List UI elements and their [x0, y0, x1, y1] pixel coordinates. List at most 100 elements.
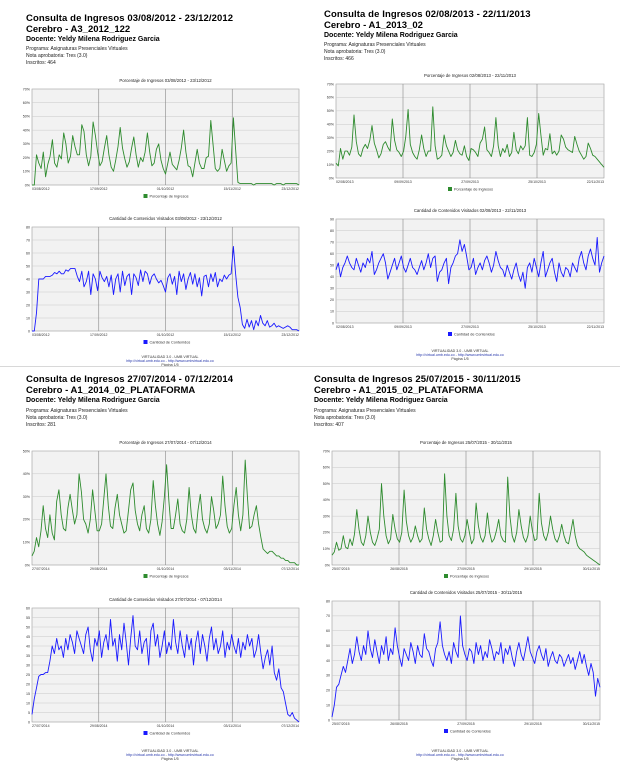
y-tick-label: 25 — [26, 673, 30, 677]
y-tick-label: 10 — [26, 316, 30, 320]
series-line — [32, 117, 300, 186]
y-tick-label: 30 — [26, 290, 30, 294]
x-tick-label: 23/12/2012 — [281, 187, 299, 191]
x-tick-label: 07/12/2014 — [281, 567, 299, 571]
chart-title: Porcentaje de Ingresos 27/07/2014 - 07/1… — [119, 440, 212, 445]
y-tick-label: 80 — [26, 225, 30, 229]
footer-org: VIRTUALIDAD 3.0 - UMB VIRTUAL — [141, 355, 199, 359]
y-tick-label: 70% — [23, 87, 31, 91]
y-tick-label: 45 — [26, 635, 30, 639]
course-name: Cerebro - A1_2015_02_PLATAFORMA — [314, 385, 484, 396]
x-tick-label: 02/08/2013 — [336, 180, 354, 184]
x-tick-label: 25/10/2013 — [528, 180, 546, 184]
y-tick-label: 50% — [23, 115, 31, 119]
teacher-name: Docente: Yeldy Milena Rodriguez Garcia — [26, 397, 160, 404]
percentage-chart-svg: Porcentaje de Ingresos 03/08/2012 - 23/1… — [23, 78, 300, 199]
y-tick-label: 60% — [327, 96, 335, 100]
x-tick-label: 27/09/2013 — [461, 325, 479, 329]
report-title: Consulta de Ingresos 25/07/2015 - 30/11/… — [314, 374, 521, 385]
legend-swatch — [143, 194, 148, 198]
chart-title: Cantidad de Contenidos Visitados 03/08/2… — [109, 216, 222, 221]
y-tick-label: 30% — [23, 142, 31, 146]
legend-label: Porcentaje de Ingresos — [150, 195, 189, 199]
series-line — [335, 237, 605, 289]
y-tick-label: 40% — [23, 472, 31, 476]
y-tick-label: 70 — [330, 240, 334, 244]
y-tick-label: 0% — [25, 563, 31, 567]
x-tick-label: 27/09/2015 — [457, 722, 475, 726]
y-tick-label: 0 — [332, 321, 334, 325]
legend-label: Porcentaje de Ingresos — [454, 188, 493, 192]
y-tick-label: 30% — [327, 136, 335, 140]
y-tick-label: 15 — [26, 692, 30, 696]
course-name: Cerebro - A1_2013_02 — [324, 20, 423, 31]
legend-label: Porcentaje de Ingresos — [450, 575, 489, 579]
y-tick-label: 20% — [23, 518, 31, 522]
footer-links[interactable]: http://virtual.umb.edu.co - http://www.u… — [416, 753, 504, 757]
x-tick-label: 27/07/2014 — [32, 724, 50, 728]
page-footer: VIRTUALIDAD 3.0 - UMB VIRTUAL http://vir… — [350, 749, 570, 761]
x-tick-label: 02/08/2013 — [336, 325, 354, 329]
report-title: Consulta de Ingresos 27/07/2014 - 07/12/… — [26, 374, 234, 385]
y-tick-label: 50 — [26, 625, 30, 629]
footer-page: Página 1/5 — [451, 757, 469, 761]
x-tick-label: 22/11/2013 — [587, 180, 604, 184]
x-tick-label: 17/09/2012 — [90, 333, 108, 337]
y-tick-label: 50 — [326, 644, 330, 648]
course-name: Cerebro - A3_2012_122 — [26, 24, 131, 35]
x-tick-label: 27/07/2014 — [32, 567, 50, 571]
x-tick-label: 09/09/2013 — [394, 180, 412, 184]
program-text: Programa: Asignaturas Presenciales Virtu… — [26, 408, 128, 414]
grade-text: Nota aprobatoria: Tres (3.0) — [324, 49, 386, 55]
y-tick-label: 0% — [325, 563, 331, 567]
footer-links[interactable]: http://virtual.umb.edu.co - http://www.u… — [416, 353, 504, 357]
footer-org: VIRTUALIDAD 3.0 - UMB VIRTUAL — [141, 749, 199, 753]
legend-swatch — [143, 731, 148, 735]
enrolled-text: Inscritos: 407 — [314, 422, 344, 428]
y-tick-label: 40% — [327, 123, 335, 127]
teacher-name: Docente: Yeldy Milena Rodriguez Garcia — [314, 397, 448, 404]
teacher-name: Docente: Yeldy Milena Rodriguez Garcia — [26, 36, 160, 43]
y-tick-label: 0 — [28, 720, 30, 724]
program-text: Programa: Asignaturas Presenciales Virtu… — [324, 42, 426, 48]
x-tick-label: 01/10/2012 — [157, 333, 175, 337]
report-panel-2013: Consulta de Ingresos 02/08/2013 - 22/11/… — [310, 0, 620, 372]
y-tick-label: 0% — [25, 183, 31, 187]
y-tick-label: 10 — [326, 703, 330, 707]
contents-chart-svg: Cantidad de Contenidos Visitados 03/08/2… — [26, 216, 300, 345]
y-tick-label: 40 — [26, 644, 30, 648]
legend-swatch — [143, 340, 148, 344]
chart-title: Porcentaje de Ingresos 25/07/2015 - 30/1… — [420, 440, 513, 445]
page-separator — [0, 366, 620, 367]
x-tick-label: 27/09/2013 — [461, 180, 479, 184]
report-panel-2014: Consulta de Ingresos 27/07/2014 - 07/12/… — [0, 372, 310, 770]
y-tick-label: 35 — [26, 654, 30, 658]
report-title: Consulta de Ingresos 02/08/2013 - 22/11/… — [324, 9, 531, 20]
y-tick-label: 70% — [327, 82, 335, 86]
x-tick-label: 29/10/2015 — [524, 722, 542, 726]
y-tick-label: 50% — [23, 449, 31, 453]
legend-swatch — [444, 574, 448, 578]
y-tick-label: 80 — [330, 229, 334, 233]
footer-links[interactable]: http://virtual.umb.edu.co - http://www.u… — [126, 753, 214, 757]
series-line — [31, 615, 300, 723]
y-tick-label: 30% — [23, 495, 31, 499]
x-tick-label: 22/11/2013 — [587, 325, 604, 329]
y-tick-label: 70% — [323, 449, 331, 453]
y-tick-label: 40 — [26, 277, 30, 281]
x-tick-label: 23/12/2012 — [281, 333, 299, 337]
chart-title: Cantidad de Contenidos Visitados 02/08/2… — [414, 208, 527, 213]
y-tick-label: 70 — [26, 238, 30, 242]
percentage-chart-svg: Porcentaje de Ingresos 27/07/2014 - 07/1… — [23, 440, 300, 579]
chart-title: Cantidad de Contenidos Visitados 27/07/2… — [109, 597, 222, 602]
y-tick-label: 0 — [28, 329, 30, 333]
legend-label: Cantidad de Contenidos — [150, 341, 191, 345]
x-tick-label: 09/09/2013 — [394, 325, 412, 329]
footer-links[interactable]: http://virtual.umb.edu.co - http://www.u… — [126, 359, 214, 363]
y-tick-label: 50 — [330, 264, 334, 268]
legend-label: Cantidad de Contenidos — [454, 333, 495, 337]
y-tick-label: 10% — [23, 170, 31, 174]
series-line — [331, 615, 601, 718]
y-tick-label: 30% — [323, 514, 331, 518]
footer-org: VIRTUALIDAD 3.0 - UMB VIRTUAL — [431, 749, 489, 753]
